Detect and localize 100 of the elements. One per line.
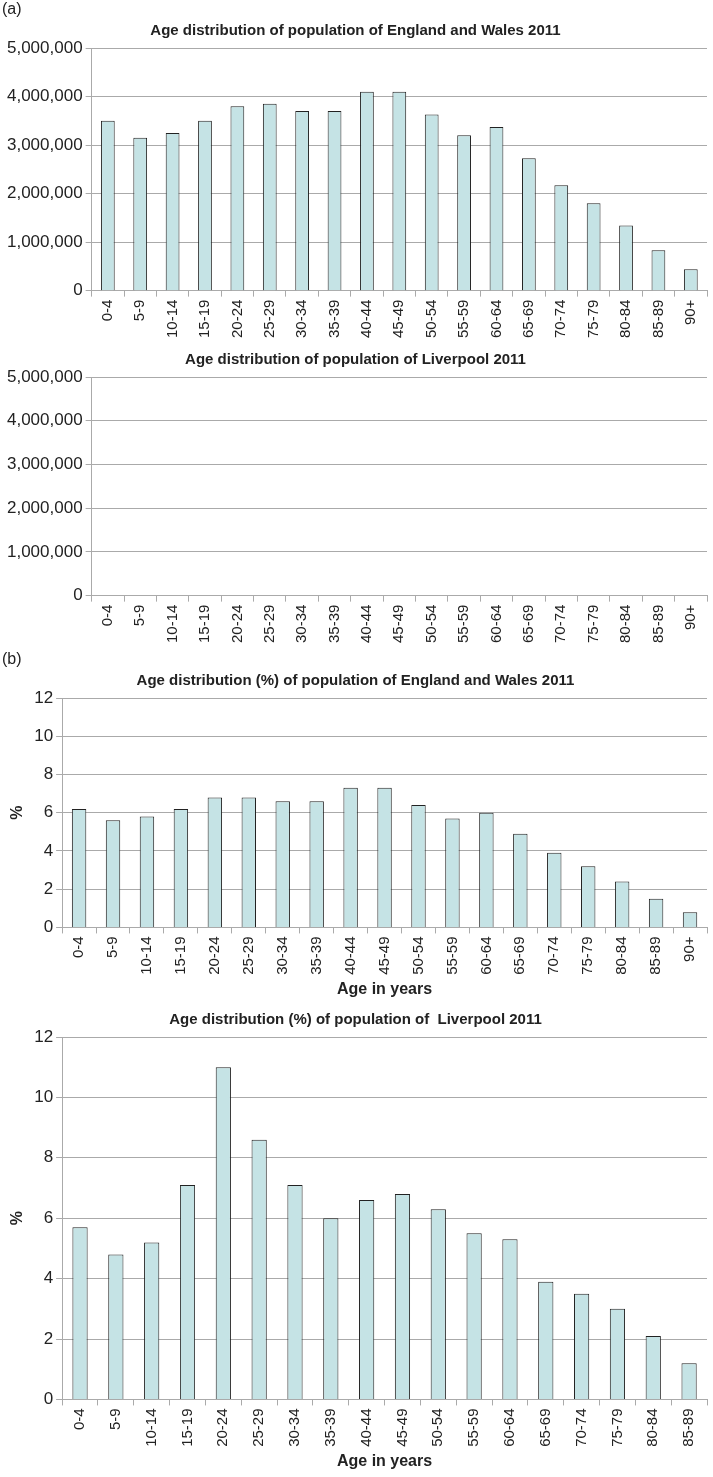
x-tick-label: 10-14 [137, 936, 155, 975]
x-tick-label: 50-54 [421, 299, 439, 339]
y-tick-label: 12 [34, 1026, 54, 1046]
x-tick-label: 15-19 [177, 1408, 195, 1447]
y-tick-label: 1,000,000 [6, 231, 83, 251]
y-tick-label: 5,000,000 [6, 366, 83, 386]
x-tick-label: 60-64 [486, 604, 504, 644]
x-tick-label: 50-54 [428, 1408, 446, 1447]
y-tick-label: 4 [43, 840, 54, 860]
y-tick-label: 4 [43, 1268, 54, 1288]
text: (a) [2, 0, 22, 18]
x-tick-label: 75-79 [578, 936, 596, 975]
x-tick-label: 80-84 [612, 936, 630, 975]
x-tick-label: 90+ [680, 299, 698, 326]
x-tick-label: 45-49 [392, 1408, 410, 1447]
y-tick-label: 2 [43, 1328, 54, 1348]
chart-title: Age distribution (%) of population of Liverpool 2011 [169, 1010, 542, 1028]
x-tick-label: 10-14 [162, 604, 180, 644]
x-tick-label: 30-34 [292, 299, 310, 339]
y-tick-label: 2,000,000 [6, 497, 83, 517]
x-tick-label: 25-29 [259, 604, 277, 644]
x-tick-label: 85-89 [648, 299, 666, 339]
y-tick-label: 6 [43, 802, 54, 822]
x-tick-label: 10-14 [162, 299, 180, 339]
x-tick-label: 40-44 [340, 936, 358, 975]
x-tick-label: 15-19 [195, 604, 213, 644]
x-tick-label: 65-69 [535, 1408, 553, 1447]
x-tick-label: 0-4 [97, 299, 115, 322]
text: (b) [2, 650, 22, 668]
x-tick-label: 20-24 [227, 604, 245, 644]
x-tick-label: 20-24 [204, 936, 222, 975]
x-tick-label: 15-19 [171, 936, 189, 975]
y-tick-label: 2,000,000 [6, 183, 83, 203]
y-tick-label: 10 [34, 725, 54, 745]
x-tick-label: 35-39 [320, 1408, 338, 1447]
y-axis-title: % [8, 1211, 26, 1226]
x-tick-label: 55-59 [464, 1408, 482, 1447]
x-tick-label: 50-54 [421, 604, 439, 644]
x-tick-label: 55-59 [454, 299, 472, 339]
x-tick-label: 35-39 [306, 936, 324, 975]
x-tick-label: 5-9 [130, 604, 148, 627]
y-tick-label: 8 [43, 1147, 54, 1167]
x-tick-label: 70-74 [571, 1408, 589, 1447]
x-tick-label: 25-29 [259, 299, 277, 339]
x-axis-title: Age in years [336, 1451, 433, 1469]
y-tick-label: 0 [73, 280, 83, 300]
x-tick-label: 85-89 [646, 936, 664, 975]
x-tick-label: 40-44 [357, 604, 375, 644]
x-tick-label: 45-49 [374, 936, 392, 975]
x-tick-label: 90+ [680, 604, 698, 631]
x-tick-label: 30-34 [292, 604, 310, 644]
x-tick-label: 5-9 [130, 299, 148, 322]
x-tick-label: 75-79 [607, 1408, 625, 1447]
x-tick-label: 50-54 [408, 936, 426, 975]
chart-title: Age distribution of population of England and Wales 2011 [150, 21, 561, 39]
y-tick-label: 2 [43, 878, 54, 898]
x-tick-label: 30-34 [272, 936, 290, 975]
x-tick-label: 65-69 [519, 604, 537, 644]
x-axis-title: Age in years [336, 979, 433, 997]
chart-title: Age distribution of population of Liverpool 2011 [185, 350, 526, 368]
x-tick-label: 75-79 [583, 299, 601, 339]
x-tick-label: 55-59 [454, 604, 472, 644]
x-tick-label: 80-84 [616, 299, 634, 339]
x-tick-label: 65-69 [510, 936, 528, 975]
x-tick-label: 65-69 [519, 299, 537, 339]
x-tick-label: 40-44 [356, 1408, 374, 1447]
y-tick-label: 3,000,000 [6, 134, 83, 154]
y-tick-label: 0 [43, 1389, 54, 1409]
x-tick-label: 35-39 [324, 299, 342, 339]
x-tick-label: 25-29 [249, 1408, 267, 1447]
x-tick-label: 20-24 [227, 299, 245, 339]
x-tick-label: 60-64 [500, 1408, 518, 1447]
x-tick-label: 80-84 [643, 1408, 661, 1447]
y-tick-label: 6 [43, 1207, 54, 1227]
x-tick-label: 0-4 [70, 1408, 88, 1431]
x-tick-label: 10-14 [141, 1408, 159, 1447]
x-tick-label: 15-19 [195, 299, 213, 339]
x-tick-label: 60-64 [486, 299, 504, 339]
x-tick-label: 5-9 [103, 936, 121, 959]
x-tick-label: 70-74 [551, 299, 569, 339]
y-tick-label: 3,000,000 [6, 454, 83, 474]
x-tick-label: 40-44 [357, 299, 375, 339]
x-tick-label: 20-24 [213, 1408, 231, 1447]
x-tick-label: 90+ [680, 936, 698, 962]
x-tick-label: 0-4 [69, 936, 87, 959]
y-tick-label: 4,000,000 [6, 86, 83, 106]
x-tick-label: 55-59 [442, 936, 460, 975]
x-tick-label: 45-49 [389, 604, 407, 644]
x-tick-label: 5-9 [105, 1408, 123, 1431]
x-tick-label: 30-34 [285, 1408, 303, 1447]
x-tick-label: 70-74 [544, 936, 562, 975]
x-tick-label: 85-89 [648, 604, 666, 644]
y-tick-label: 5,000,000 [6, 37, 83, 57]
y-tick-label: 0 [43, 917, 54, 937]
chart-title: Age distribution (%) of population of England and Wales 2011 [136, 671, 575, 689]
y-axis-title: % [8, 805, 26, 820]
y-tick-label: 1,000,000 [6, 541, 83, 561]
x-tick-label: 0-4 [97, 604, 115, 627]
y-tick-label: 0 [73, 585, 83, 605]
x-tick-label: 25-29 [238, 936, 256, 975]
